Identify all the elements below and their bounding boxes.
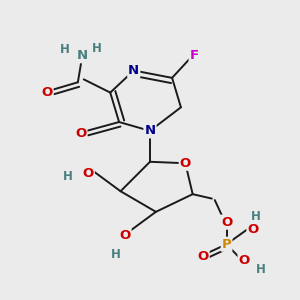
Text: O: O	[248, 223, 259, 236]
Text: O: O	[238, 254, 250, 267]
Text: O: O	[180, 157, 191, 170]
Text: H: H	[92, 42, 102, 55]
Text: H: H	[111, 248, 121, 261]
Text: O: O	[41, 86, 52, 99]
Text: N: N	[128, 64, 140, 77]
Text: O: O	[119, 229, 130, 242]
Text: H: H	[60, 44, 70, 56]
Text: P: P	[222, 238, 231, 251]
Text: O: O	[221, 216, 232, 229]
Text: F: F	[190, 49, 199, 62]
Text: H: H	[63, 170, 73, 183]
Text: H: H	[251, 210, 261, 223]
Text: H: H	[256, 263, 266, 276]
Text: N: N	[77, 49, 88, 62]
Text: O: O	[82, 167, 94, 180]
Text: O: O	[197, 250, 208, 262]
Text: O: O	[75, 127, 86, 140]
Text: N: N	[144, 124, 156, 137]
